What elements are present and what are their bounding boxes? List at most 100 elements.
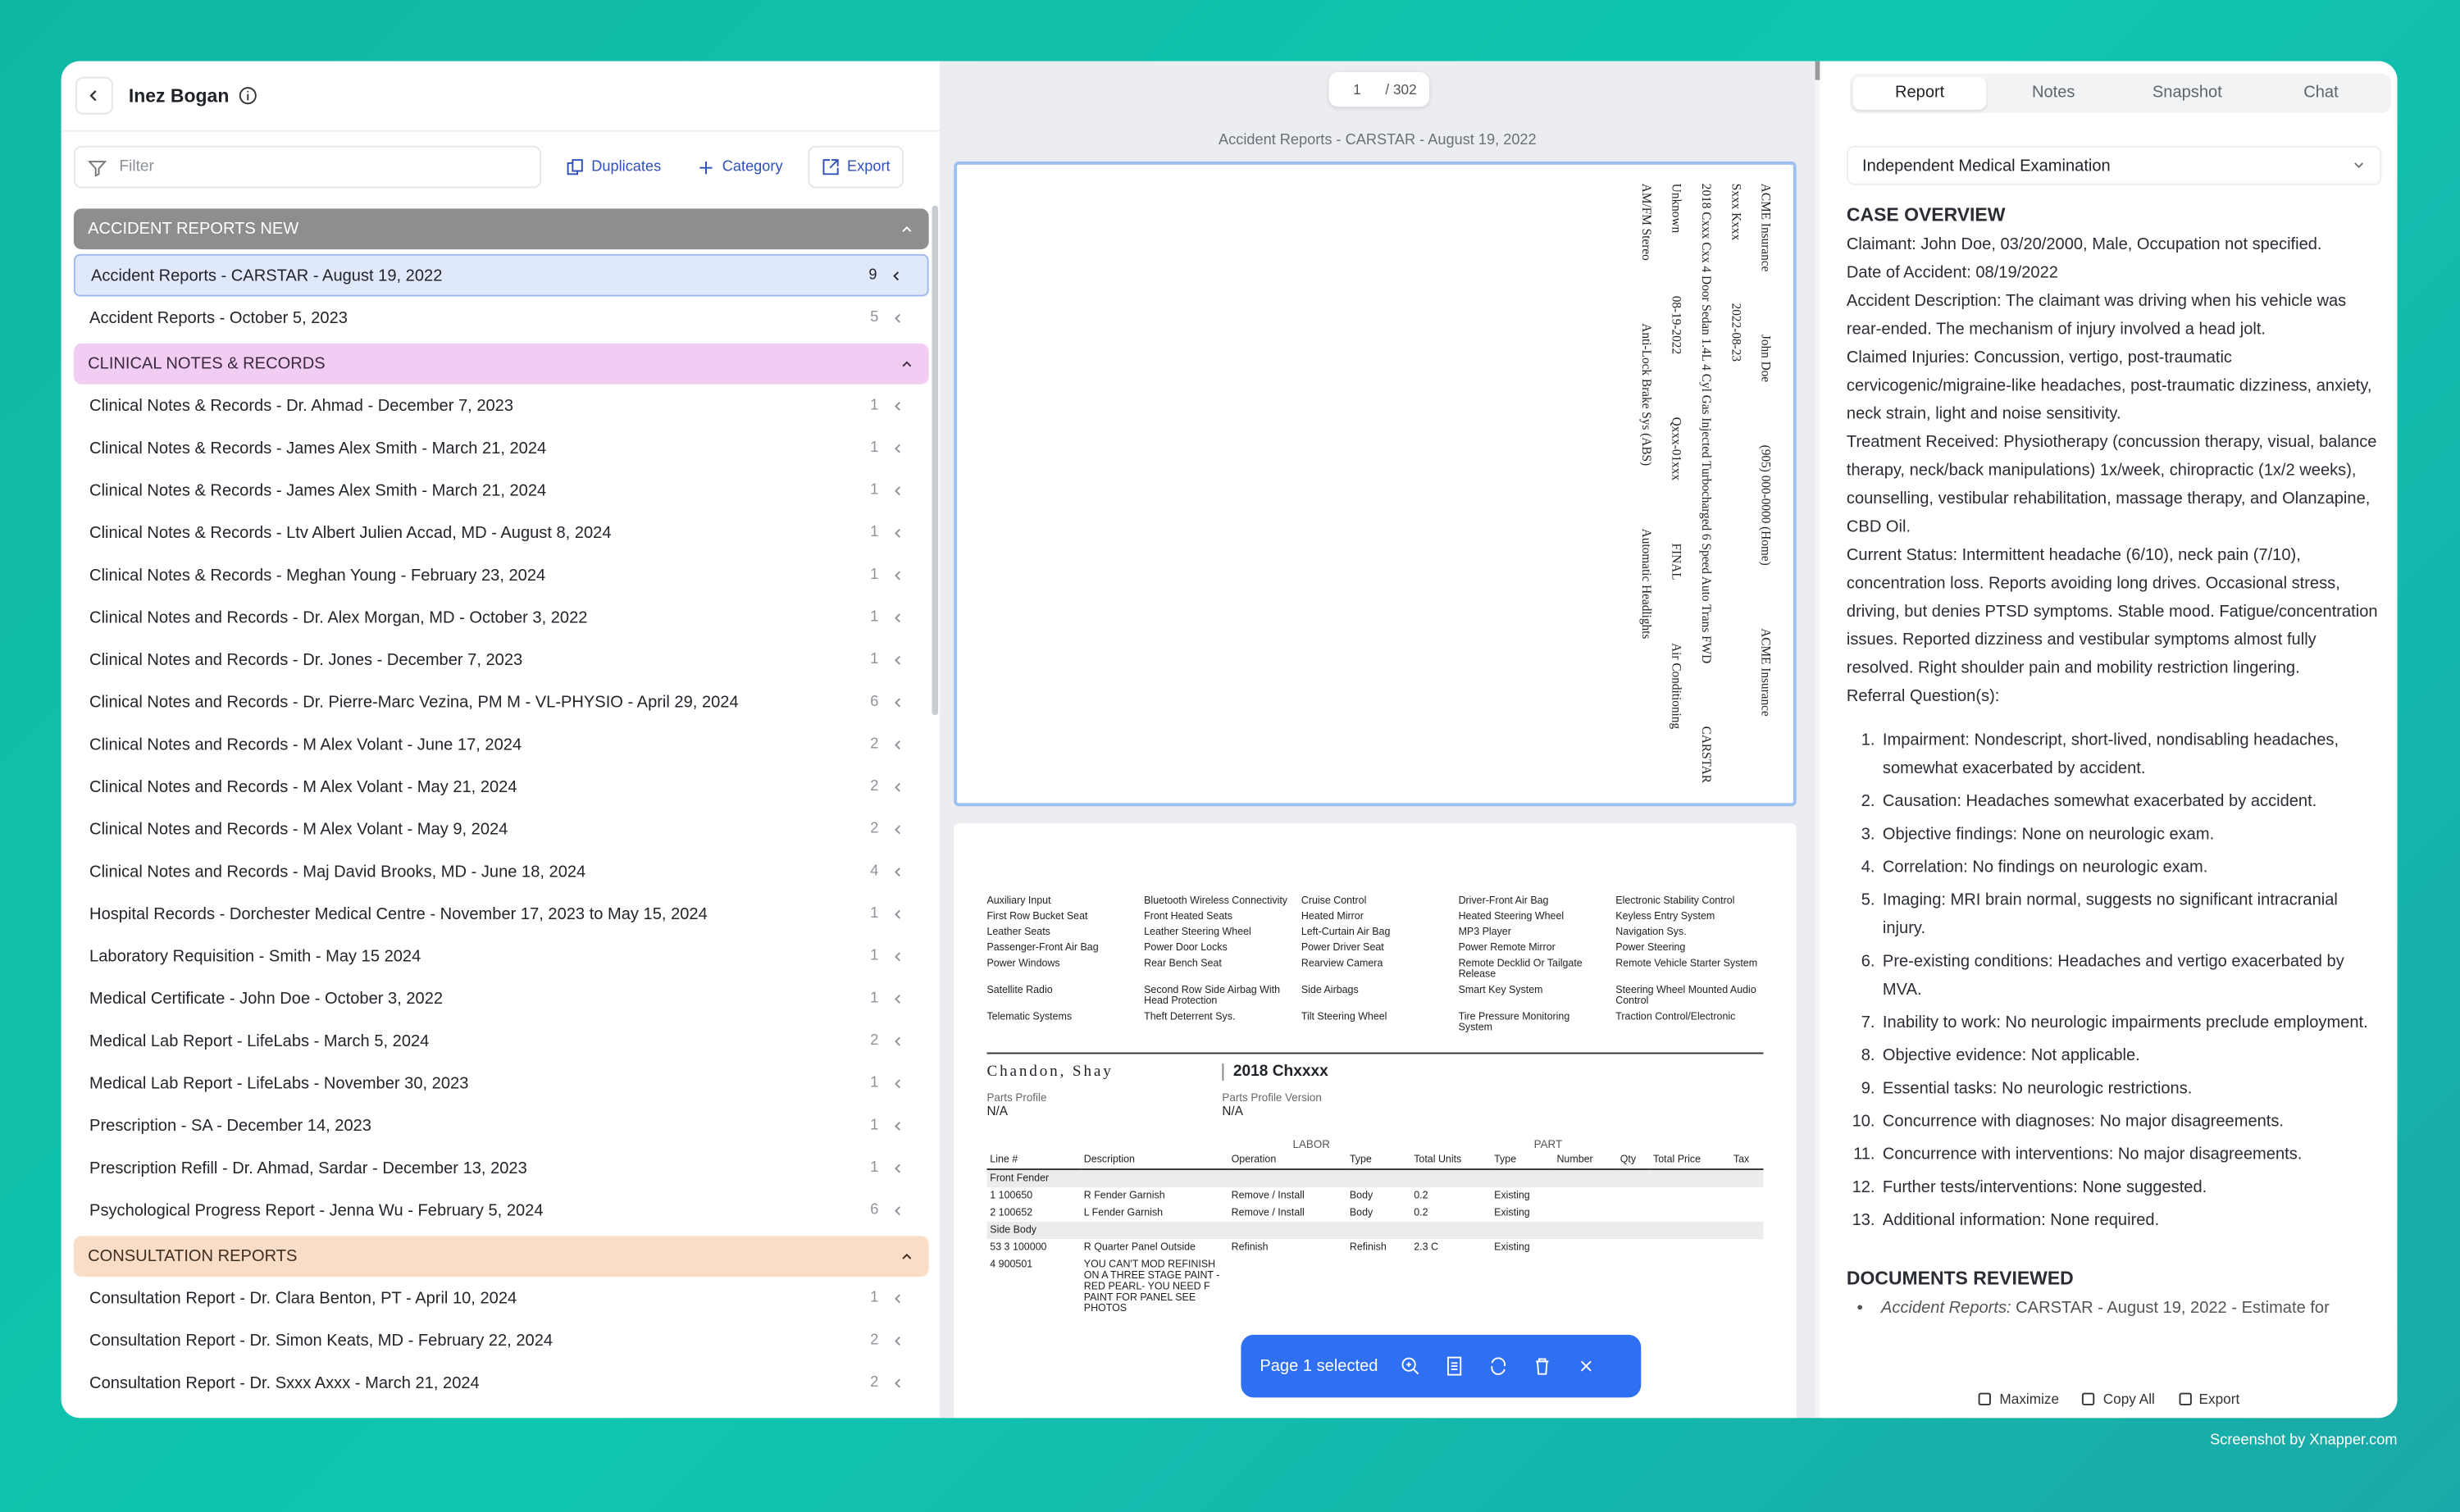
document-label: Clinical Notes & Records - Ltv Albert Ju… bbox=[89, 522, 612, 542]
expand-icon[interactable] bbox=[891, 738, 904, 750]
count-value: 2 bbox=[870, 1332, 879, 1350]
expand-icon[interactable] bbox=[891, 1377, 904, 1389]
footer-button[interactable]: Copy All bbox=[2081, 1391, 2155, 1407]
option-text: Cruise Control bbox=[1301, 895, 1367, 907]
tab[interactable]: Notes bbox=[2031, 83, 2075, 102]
expand-icon[interactable] bbox=[891, 484, 904, 496]
filter-input[interactable]: Filter bbox=[73, 145, 542, 189]
expand-icon[interactable] bbox=[891, 1035, 904, 1047]
export-button[interactable]: Export bbox=[808, 145, 904, 189]
expand-icon[interactable] bbox=[891, 950, 904, 962]
delete-icon[interactable] bbox=[1532, 1355, 1554, 1378]
group-header[interactable]: CLINICAL NOTES & RECORDS bbox=[73, 343, 929, 385]
page-icon[interactable] bbox=[1444, 1355, 1466, 1378]
question: Causation: Headaches somewhat exacerbate… bbox=[1879, 787, 2380, 815]
expand-icon[interactable] bbox=[891, 992, 904, 1004]
report-type-dropdown[interactable]: Independent Medical Examination bbox=[1846, 145, 2382, 185]
duplicates-button[interactable]: Duplicates bbox=[554, 148, 673, 187]
expand-icon[interactable] bbox=[891, 908, 904, 920]
page-text: ACME Insurance bbox=[1758, 628, 1773, 717]
group-header[interactable]: CONSULTATION REPORTS bbox=[73, 1236, 929, 1277]
back-button[interactable] bbox=[75, 76, 113, 115]
document-item[interactable]: Medical Certificate - John Doe - October… bbox=[74, 977, 929, 1020]
document-item[interactable]: Psychological Progress Report - Jenna Wu… bbox=[74, 1189, 929, 1232]
expand-icon[interactable] bbox=[891, 611, 904, 623]
document-item[interactable]: Prescription - SA - December 14, 2023 1 bbox=[74, 1104, 929, 1147]
expand-icon[interactable] bbox=[891, 1077, 904, 1089]
document-item[interactable]: Consultation Report - Dr. Simon Keats, M… bbox=[74, 1319, 929, 1362]
document-label: Prescription - SA - December 14, 2023 bbox=[89, 1115, 371, 1135]
collapse-icon[interactable] bbox=[900, 223, 913, 235]
expand-icon[interactable] bbox=[891, 1291, 904, 1304]
document-item[interactable]: Clinical Notes and Records - Dr. Pierre-… bbox=[74, 681, 929, 723]
document-item[interactable]: Clinical Notes & Records - James Alex Sm… bbox=[74, 426, 929, 469]
document-item[interactable]: Medical Lab Report - LifeLabs - November… bbox=[74, 1062, 929, 1104]
option-text: Rear Bench Seat bbox=[1144, 958, 1222, 970]
scroll-thumb[interactable] bbox=[1815, 61, 1820, 80]
zoom-icon[interactable] bbox=[1400, 1355, 1422, 1378]
collapse-icon[interactable] bbox=[900, 1250, 913, 1263]
expand-icon[interactable] bbox=[891, 1204, 904, 1216]
page-count: 1 bbox=[870, 1074, 904, 1091]
document-item[interactable]: Clinical Notes and Records - Maj David B… bbox=[74, 850, 929, 893]
expand-icon[interactable] bbox=[891, 781, 904, 793]
document-item[interactable]: Consultation Report - Dr. Sxxx Axxx - Ma… bbox=[74, 1361, 929, 1404]
expand-icon[interactable] bbox=[891, 526, 904, 539]
document-item[interactable]: Clinical Notes and Records - M Alex Vola… bbox=[74, 808, 929, 850]
category-button[interactable]: Category bbox=[686, 148, 795, 187]
document-item[interactable]: Accident Reports - CARSTAR - August 19, … bbox=[73, 253, 929, 297]
scrollbar[interactable] bbox=[932, 205, 939, 716]
expand-icon[interactable] bbox=[891, 822, 904, 835]
document-item[interactable]: Clinical Notes & Records - James Alex Sm… bbox=[74, 469, 929, 512]
document-item[interactable]: Clinical Notes and Records - M Alex Vola… bbox=[74, 765, 929, 808]
section-heading: DOCUMENTS REVIEWED bbox=[1846, 1267, 2074, 1290]
expand-icon[interactable] bbox=[890, 269, 902, 281]
document-item[interactable]: Clinical Notes and Records - Dr. Jones -… bbox=[74, 639, 929, 681]
expand-icon[interactable] bbox=[891, 865, 904, 877]
page-thumbnail[interactable]: ACME Insurance John Doe (905) 000-0000 (Ho… bbox=[954, 162, 1797, 807]
page-thumbnail[interactable]: Auxiliary Input Bluetooth Wireless Connec… bbox=[954, 823, 1797, 1419]
document-item[interactable]: Clinical Notes & Records - Meghan Young … bbox=[74, 553, 929, 596]
page-count: 1 bbox=[870, 397, 904, 414]
expand-icon[interactable] bbox=[891, 1334, 904, 1346]
close-icon[interactable] bbox=[1576, 1355, 1598, 1378]
expand-icon[interactable] bbox=[891, 654, 904, 666]
option-text: Power Windows bbox=[986, 958, 1060, 970]
expand-icon[interactable] bbox=[891, 312, 904, 324]
tab[interactable]: Report bbox=[1852, 76, 1987, 110]
document-item[interactable]: Medical Lab Report - LifeLabs - March 5,… bbox=[74, 1019, 929, 1062]
collapse-icon[interactable] bbox=[900, 358, 913, 370]
expand-icon[interactable] bbox=[891, 1161, 904, 1173]
expand-icon[interactable] bbox=[891, 568, 904, 581]
document-item[interactable]: Accident Reports - October 5, 2023 5 bbox=[74, 297, 929, 339]
option-text: Leather Seats bbox=[986, 927, 1050, 938]
reviewed-list: Accident Reports: CARSTAR - August 19, 2… bbox=[1847, 1294, 2380, 1322]
count-value: 5 bbox=[870, 308, 879, 326]
document-item[interactable]: Clinical Notes and Records - Dr. Alex Mo… bbox=[74, 596, 929, 639]
expand-icon[interactable] bbox=[891, 441, 904, 453]
expand-icon[interactable] bbox=[891, 695, 904, 708]
footer-button[interactable]: Export bbox=[2177, 1391, 2239, 1407]
document-item[interactable]: Laboratory Requisition - Smith - May 15 … bbox=[74, 935, 929, 977]
count-value: 1 bbox=[870, 523, 879, 541]
document-label: Prescription Refill - Dr. Ahmad, Sardar … bbox=[89, 1158, 527, 1177]
expand-icon[interactable] bbox=[891, 1119, 904, 1132]
page-number[interactable]: 1 bbox=[1353, 81, 1361, 98]
page-count: 6 bbox=[870, 1201, 904, 1218]
document-item[interactable]: Clinical Notes & Records - Dr. Ahmad - D… bbox=[74, 385, 929, 427]
info-icon[interactable] bbox=[239, 86, 257, 105]
table-row: Front Fender bbox=[986, 1169, 1764, 1188]
document-item[interactable]: Hospital Records - Dorchester Medical Ce… bbox=[74, 892, 929, 935]
group-header[interactable]: ACCIDENT REPORTS NEW bbox=[73, 208, 929, 250]
rotate-icon[interactable] bbox=[1487, 1355, 1510, 1378]
expand-icon[interactable] bbox=[891, 399, 904, 412]
document-item[interactable]: Clinical Notes & Records - Ltv Albert Ju… bbox=[74, 512, 929, 554]
option-text: Heated Steering Wheel bbox=[1458, 911, 1565, 922]
footer-button[interactable]: Maximize bbox=[1978, 1391, 2059, 1407]
document-item[interactable]: Prescription Refill - Dr. Ahmad, Sardar … bbox=[74, 1146, 929, 1189]
document-item[interactable]: Consultation Report - Dr. Clara Benton, … bbox=[74, 1277, 929, 1319]
viewer-scrollbar[interactable] bbox=[1815, 61, 1820, 1419]
document-item[interactable]: Clinical Notes and Records - M Alex Vola… bbox=[74, 723, 929, 766]
tab[interactable]: Chat bbox=[2303, 83, 2339, 102]
tab[interactable]: Snapshot bbox=[2152, 83, 2222, 102]
